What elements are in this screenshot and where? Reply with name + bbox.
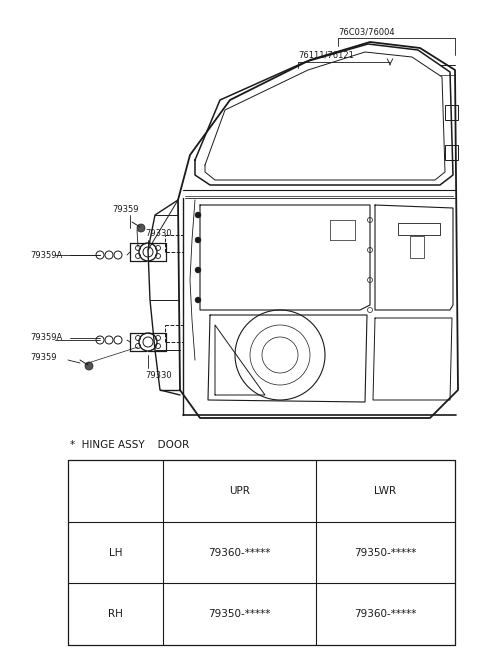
Text: 79350-*****: 79350-***** xyxy=(208,609,271,619)
Text: 79359A: 79359A xyxy=(30,334,62,342)
Text: 79330: 79330 xyxy=(145,371,172,380)
Circle shape xyxy=(195,297,201,303)
Text: UPR: UPR xyxy=(229,486,250,496)
Text: 79330: 79330 xyxy=(145,229,172,237)
Text: LWR: LWR xyxy=(374,486,396,496)
Circle shape xyxy=(137,224,145,232)
Bar xyxy=(398,223,440,235)
Text: 79359A: 79359A xyxy=(30,250,62,260)
Text: 79360-*****: 79360-***** xyxy=(354,609,417,619)
Text: 76C03/76004: 76C03/76004 xyxy=(338,28,395,37)
Text: 79350-*****: 79350-***** xyxy=(354,547,417,558)
Text: 79360-*****: 79360-***** xyxy=(208,547,271,558)
Text: 76111/76121: 76111/76121 xyxy=(298,51,354,60)
Text: RH: RH xyxy=(108,609,123,619)
Text: 79359: 79359 xyxy=(112,206,139,214)
Text: 79359: 79359 xyxy=(30,353,57,363)
Bar xyxy=(410,236,424,258)
Bar xyxy=(445,105,458,120)
Text: *  HINGE ASSY    DOOR: * HINGE ASSY DOOR xyxy=(70,440,189,450)
Bar xyxy=(445,145,458,160)
Circle shape xyxy=(195,237,201,243)
Circle shape xyxy=(195,267,201,273)
Text: LH: LH xyxy=(109,547,122,558)
Circle shape xyxy=(195,212,201,218)
Circle shape xyxy=(85,362,93,370)
